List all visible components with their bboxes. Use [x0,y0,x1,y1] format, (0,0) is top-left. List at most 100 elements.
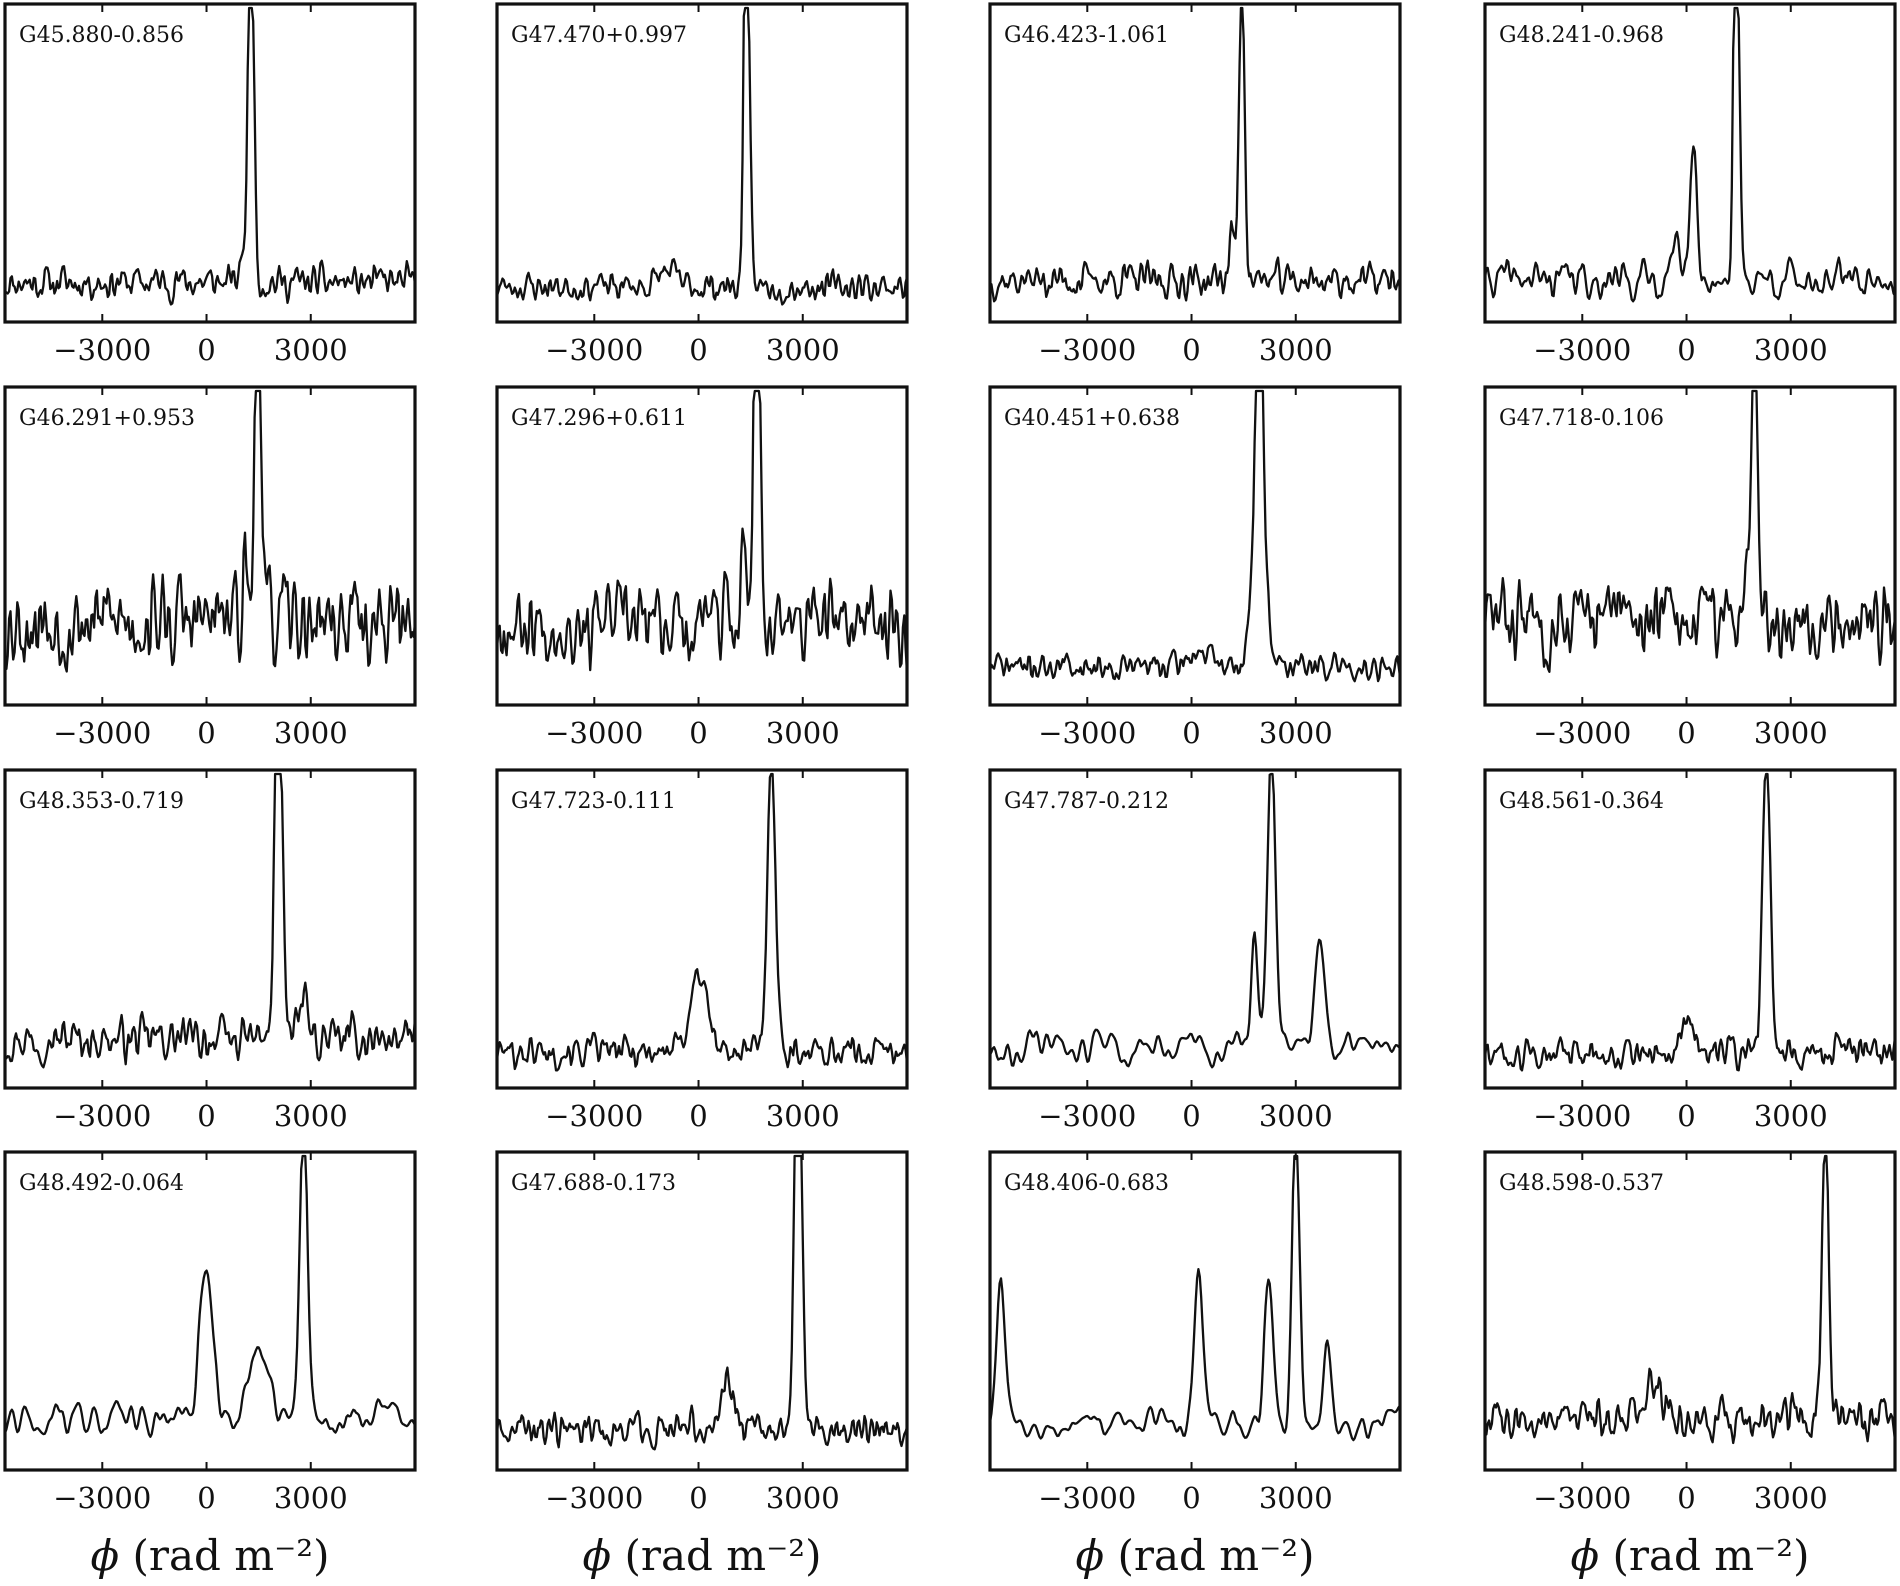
x-tick-label: −3000 [1038,716,1136,750]
x-tick-label: 3000 [1259,716,1333,750]
x-tick-label: −3000 [545,716,643,750]
x-tick-label: 3000 [766,1481,840,1515]
x-tick-label: 3000 [1754,716,1828,750]
spectrum-line-14 [497,1154,907,1451]
panel-title: G47.470+0.997 [511,23,687,48]
x-tick-label: 3000 [1259,1481,1333,1515]
x-tick-label: 3000 [766,333,840,367]
x-tick-label: −3000 [1533,1481,1631,1515]
panel-13: −3000 0 3000 G48.492-0.064 [3,1150,417,1515]
x-tick-label: −3000 [53,333,151,367]
spectrum-line-16 [1485,1154,1895,1445]
x-tick-label: 0 [1677,333,1695,367]
panel-title: G47.296+0.611 [511,406,687,431]
spectrum-line-3 [990,6,1400,303]
x-tick-label: 3000 [274,1099,348,1133]
panel-3: −3000 0 3000 G46.423-1.061 [988,2,1402,367]
panel-frame [988,2,1402,324]
panel-11: −3000 0 3000 G47.787-0.212 [988,768,1402,1133]
x-tick-label: −3000 [1533,716,1631,750]
spectrum-line-10 [497,772,907,1072]
x-tick-label: 0 [197,1099,215,1133]
panel-10: −3000 0 3000 G47.723-0.111 [495,768,909,1133]
x-tick-label: −3000 [545,1481,643,1515]
x-tick-label: 3000 [1259,333,1333,367]
spectrum-line-1 [5,6,415,306]
x-tick-label: 0 [197,716,215,750]
spectrum-line-12 [1485,772,1895,1072]
x-tick-label: −3000 [53,716,151,750]
x-tick-label: 0 [1677,1481,1695,1515]
spectrum-line-9 [5,772,415,1069]
panel-title: G47.787-0.212 [1004,789,1169,814]
x-tick-label: 0 [1677,1099,1695,1133]
panel-7: −3000 0 3000 G40.451+0.638 [988,385,1402,750]
x-tick-label: 3000 [1754,333,1828,367]
spectrum-line-7 [990,389,1400,683]
panel-title: G47.688-0.173 [511,1171,676,1196]
x-tick-label: −3000 [1038,1099,1136,1133]
panel-frame [3,2,417,324]
panel-frame [495,385,909,707]
panel-frame [3,768,417,1090]
spectrum-line-4 [1485,6,1895,303]
panel-9: −3000 0 3000 G48.353-0.719 [3,768,417,1133]
panel-frame [988,768,1402,1090]
spectrum-line-11 [990,772,1400,1069]
x-tick-label: −3000 [545,1099,643,1133]
panel-title: G47.718-0.106 [1499,406,1664,431]
spectrum-line-8 [1485,389,1895,673]
panel-frame [495,2,909,324]
x-tick-label: 3000 [274,1481,348,1515]
x-tick-label: 0 [689,333,707,367]
x-tick-label: −3000 [1038,333,1136,367]
panel-title: G48.492-0.064 [19,1171,184,1196]
panel-frame [988,1150,1402,1472]
panel-title: G40.451+0.638 [1004,406,1180,431]
panel-frame [495,1150,909,1472]
x-tick-label: 3000 [1754,1099,1828,1133]
panel-1: −3000 0 3000 G45.880-0.856 [3,2,417,367]
panel-12: −3000 0 3000 G48.561-0.364 [1483,768,1897,1133]
panel-15: −3000 0 3000 G48.406-0.683 [988,1150,1402,1515]
x-tick-label: 3000 [766,716,840,750]
panel-title: G48.241-0.968 [1499,23,1664,48]
panel-4: −3000 0 3000 G48.241-0.968 [1483,2,1897,367]
spectrum-line-13 [5,1154,415,1438]
panel-title: G46.423-1.061 [1004,23,1169,48]
x-tick-label: 0 [1182,1481,1200,1515]
x-axis-label: ϕ (rad m⁻²) [583,1531,822,1580]
x-axis-label: ϕ (rad m⁻²) [1571,1531,1810,1580]
x-tick-label: −3000 [1038,1481,1136,1515]
panel-frame [1483,2,1897,324]
x-tick-label: 0 [1182,716,1200,750]
x-tick-label: −3000 [53,1481,151,1515]
x-tick-label: 0 [689,1481,707,1515]
panel-6: −3000 0 3000 G47.296+0.611 [495,385,909,750]
x-tick-label: 3000 [766,1099,840,1133]
x-tick-label: 3000 [1754,1481,1828,1515]
spectrum-line-6 [497,389,907,672]
panel-frame [988,385,1402,707]
x-tick-label: 0 [197,333,215,367]
x-tick-label: 0 [1182,333,1200,367]
panel-title: G45.880-0.856 [19,23,184,48]
x-tick-label: 0 [1677,716,1695,750]
panel-title: G46.291+0.953 [19,406,195,431]
x-tick-label: 3000 [1259,1099,1333,1133]
x-tick-label: 3000 [274,333,348,367]
x-axis-label: ϕ (rad m⁻²) [91,1531,330,1580]
x-tick-label: 0 [1182,1099,1200,1133]
x-tick-label: 3000 [274,716,348,750]
panel-frame [495,768,909,1090]
panel-title: G48.353-0.719 [19,789,184,814]
panel-8: −3000 0 3000 G47.718-0.106 [1483,385,1897,750]
panel-2: −3000 0 3000 G47.470+0.997 [495,2,909,367]
panel-title: G48.406-0.683 [1004,1171,1169,1196]
panel-title: G47.723-0.111 [511,789,676,814]
panel-5: −3000 0 3000 G46.291+0.953 [3,385,417,750]
x-tick-label: −3000 [53,1099,151,1133]
panel-frame [1483,768,1897,1090]
